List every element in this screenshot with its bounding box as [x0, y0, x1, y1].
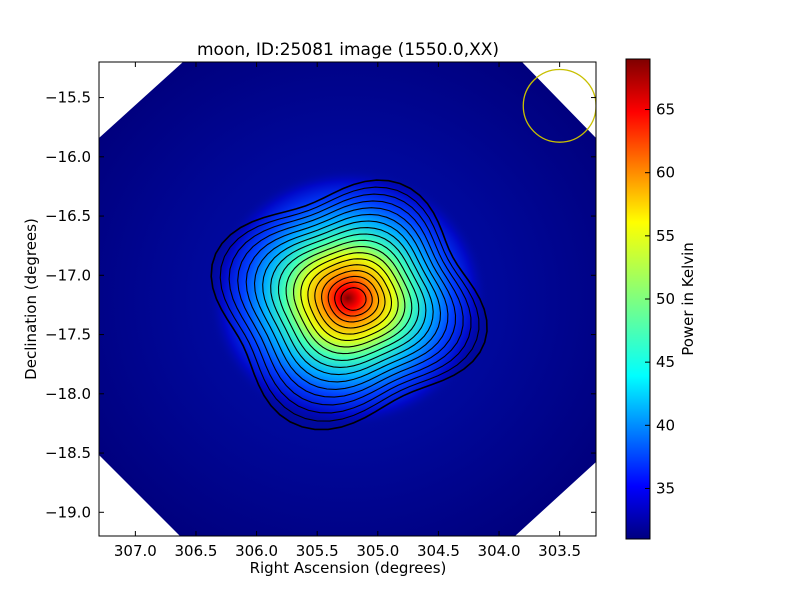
- colorbar-tick-label: 50: [656, 290, 675, 308]
- colorbar-tick-label: 65: [656, 101, 675, 119]
- contour-line: [321, 270, 386, 329]
- chart-title: moon, ID:25081 image (1550.0,XX): [197, 40, 499, 60]
- x-tick-label: 304.0: [478, 542, 521, 560]
- y-axis-label: Declination (degrees): [22, 218, 40, 380]
- contour-line: [307, 258, 399, 341]
- x-tick-label: 306.5: [174, 542, 217, 560]
- contour-line: [245, 207, 457, 398]
- y-axis: −15.5 −16.0 −16.5 −17.0 −17.5 −18.0 −18.5 −19.0: [45, 89, 596, 521]
- colorbar-label: Power in Kelvin: [679, 242, 697, 356]
- x-tick-label: 306.0: [235, 542, 278, 560]
- contour-line: [327, 275, 380, 323]
- contour-line: [277, 233, 427, 368]
- x-axis-label: Right Ascension (degrees): [250, 559, 447, 577]
- x-axis: 307.0 306.5 306.0 305.5 305.0 304.5 304.0 303.5: [114, 62, 581, 560]
- y-tick-label: −18.0: [45, 385, 91, 403]
- colorbar-ticks: 35 40 45 50 55 60 65: [645, 101, 675, 497]
- colorbar-tick-label: 60: [656, 164, 675, 182]
- contour-line: [293, 246, 413, 355]
- contour-line: [300, 252, 406, 348]
- x-tick-label: 304.5: [417, 542, 460, 560]
- contour-line: [237, 200, 464, 406]
- plot-area: 307.0 306.5 306.0 305.5 305.0 304.5 304.0 303.5…: [45, 61, 597, 560]
- contour-line: [253, 213, 449, 390]
- contour-line: [270, 227, 434, 376]
- contour-line: [334, 281, 373, 317]
- source-emission: [208, 168, 488, 428]
- colorbar-tick-label: 55: [656, 227, 675, 245]
- colorbar-tick-label: 35: [656, 479, 675, 497]
- colorbar-tick-label: 40: [656, 416, 675, 434]
- contour-line: [210, 179, 488, 431]
- colorbar-tick-label: 45: [656, 353, 675, 371]
- contour-line: [262, 220, 442, 383]
- contour-line: [285, 239, 420, 361]
- y-tick-label: −18.5: [45, 444, 91, 462]
- y-tick-label: −19.0: [45, 503, 91, 521]
- y-tick-label: −16.0: [45, 148, 91, 166]
- x-tick-label: 305.0: [356, 542, 399, 560]
- contours: [210, 179, 488, 431]
- contour-line: [228, 193, 472, 414]
- contour-line: [314, 264, 393, 335]
- contour-line: [219, 186, 480, 422]
- x-tick-label: 303.5: [538, 542, 581, 560]
- plot-frame: [98, 61, 597, 537]
- x-tick-label: 305.5: [296, 542, 339, 560]
- x-tick-label: 307.0: [114, 542, 157, 560]
- beam-circle: [522, 68, 596, 143]
- colorbar: 35 40 45 50 55 60 65 Power in Kelvin: [625, 58, 697, 540]
- y-tick-label: −15.5: [45, 89, 91, 107]
- contour-line: [340, 287, 367, 311]
- y-tick-label: −17.5: [45, 326, 91, 344]
- y-tick-label: −17.0: [45, 266, 91, 284]
- y-tick-label: −16.5: [45, 207, 91, 225]
